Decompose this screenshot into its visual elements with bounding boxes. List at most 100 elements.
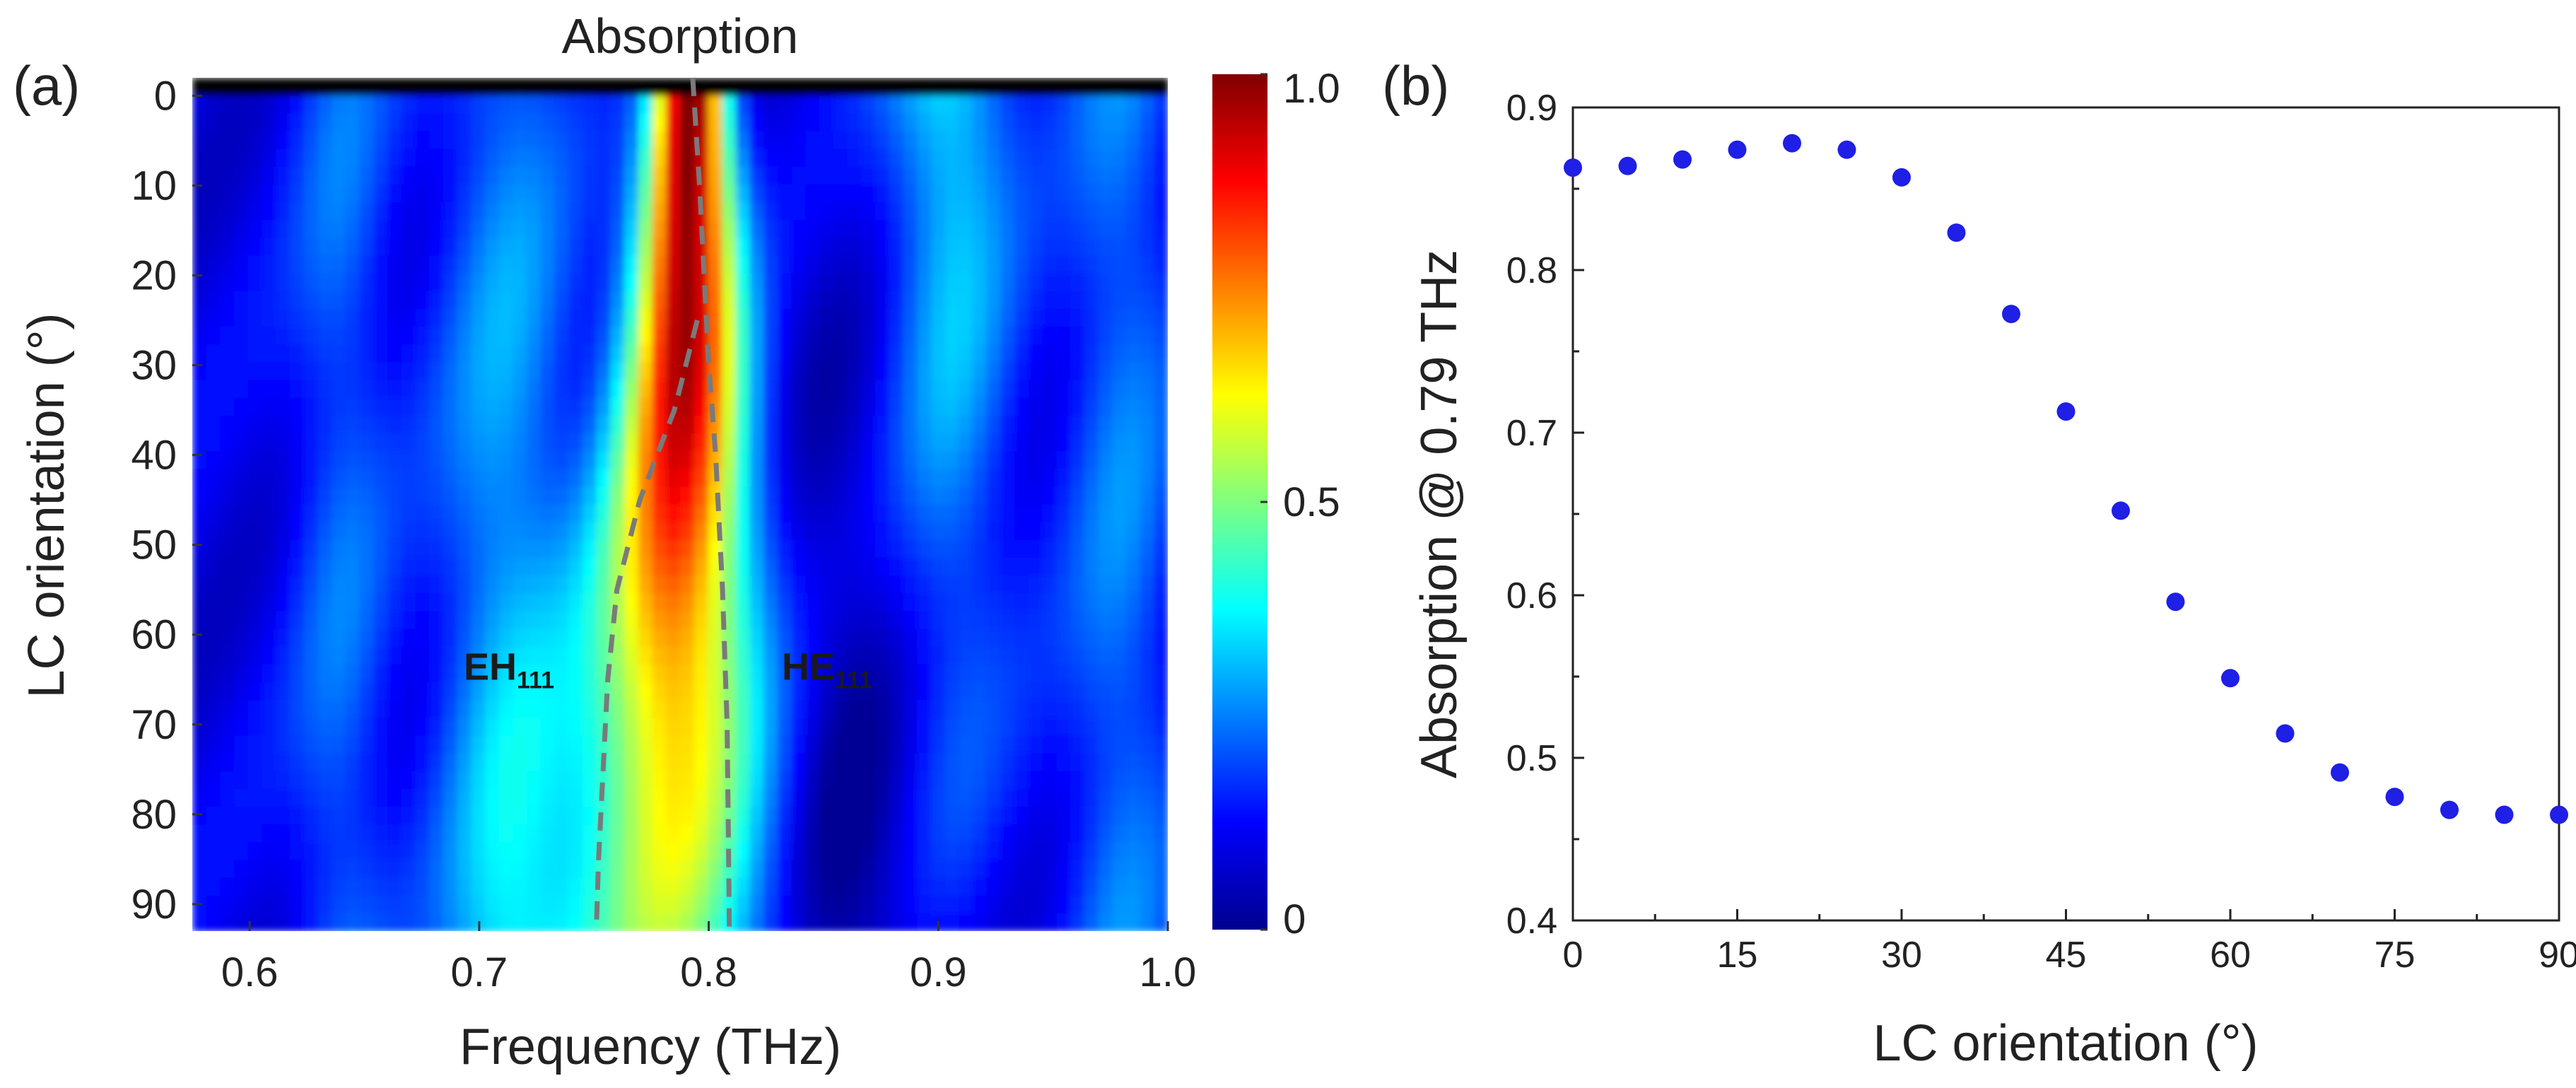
heatmap-cell [345, 255, 361, 274]
heatmap-cell [1028, 486, 1043, 505]
heatmap-cell [763, 860, 779, 879]
heatmap-cell [1070, 184, 1085, 204]
heatmap-cell [513, 824, 528, 843]
heatmap-cell [889, 753, 904, 772]
heatmap-cell [1028, 628, 1043, 648]
heatmap-cell [1154, 611, 1168, 630]
heatmap-cell [554, 860, 570, 879]
heatmap-cell [247, 166, 263, 185]
heatmap-cell [247, 842, 263, 861]
heatmap-cell [276, 628, 291, 648]
heatmap-cell [290, 78, 305, 97]
heatmap-cell [1014, 344, 1029, 363]
heatmap-cell [624, 682, 639, 701]
heatmap-cell [875, 469, 890, 488]
heatmap-cell [317, 771, 333, 790]
heatmap-cell [429, 131, 444, 150]
heatmap-cell [415, 148, 431, 168]
heatmap-cell [778, 539, 792, 559]
heatmap-cell [1112, 469, 1127, 488]
heatmap-cell [791, 824, 807, 843]
heatmap-cell [596, 397, 611, 416]
heatmap-cell [847, 557, 862, 577]
heatmap-cell [582, 842, 597, 861]
heatmap-cell [554, 913, 570, 931]
heatmap-cell [1014, 469, 1029, 488]
heatmap-cell [527, 860, 541, 879]
heatmap-cell [485, 860, 500, 879]
heatmap-cell [1042, 611, 1058, 630]
heatmap-cell [401, 700, 416, 719]
heatmap-cell [666, 539, 681, 559]
heatmap-cell [332, 593, 346, 612]
heatmap-cell [875, 148, 890, 168]
heatmap-cell [443, 682, 458, 701]
heatmap-cell [1028, 718, 1043, 737]
heatmap-cell [457, 593, 472, 612]
heatmap-cell [819, 539, 834, 559]
heatmap-cell [1084, 184, 1099, 204]
heatmap-cell [457, 238, 472, 257]
heatmap-cell [889, 451, 904, 470]
heatmap-cell [415, 238, 431, 257]
heatmap-cell [749, 255, 765, 274]
heatmap-cell [1154, 788, 1168, 808]
heatmap-cell [833, 202, 848, 221]
heatmap-cell [1125, 397, 1141, 416]
heatmap-cell [359, 682, 375, 701]
heatmap-cell [944, 78, 960, 97]
heatmap-cell [415, 735, 431, 754]
heatmap-cell [1000, 504, 1016, 523]
heatmap-cell [749, 433, 765, 452]
heatmap-cell [471, 131, 486, 150]
heatmap-cell [778, 611, 792, 630]
heatmap-cell [735, 433, 751, 452]
heatmap-cell [290, 895, 305, 914]
heatmap-cell [429, 148, 444, 168]
heatmap-cell [415, 718, 431, 737]
heatmap-cell [624, 255, 639, 274]
heatmap-cell [415, 291, 431, 310]
heatmap-cell [220, 433, 235, 452]
heatmap-cell [290, 646, 305, 665]
data-point [2002, 305, 2020, 324]
heatmap-cell [666, 308, 681, 328]
heatmap-cell [527, 628, 541, 648]
heatmap-cell [1084, 682, 1099, 701]
heatmap-cell [457, 113, 472, 132]
heatmap-cell [429, 807, 444, 826]
heatmap-cell [973, 255, 988, 274]
heatmap-cell [638, 646, 653, 665]
heatmap-cell [206, 220, 221, 239]
heatmap-cell [652, 664, 667, 684]
heatmap-cell [359, 131, 375, 150]
heatmap-cell [471, 451, 486, 470]
heatmap-cell [471, 735, 486, 754]
heatmap-cell [819, 362, 834, 381]
heatmap-cell [303, 327, 319, 346]
heatmap-cell [749, 78, 765, 97]
heatmap-cell [429, 397, 444, 416]
heatmap-cell [513, 469, 528, 488]
data-point [2276, 724, 2295, 743]
heatmap-cell [485, 273, 500, 292]
heatmap-cell [861, 469, 877, 488]
heatmap-cell [457, 131, 472, 150]
heatmap-cell [638, 220, 653, 239]
heatmap-cell [1070, 415, 1085, 435]
heatmap-cell [1056, 522, 1072, 541]
heatmap-cell [652, 593, 667, 612]
heatmap-cell [693, 842, 709, 861]
heatmap-cell [247, 362, 263, 381]
heatmap-cell [1084, 735, 1099, 754]
heatmap-cell [206, 451, 221, 470]
heatmap-cell [638, 95, 653, 115]
heatmap-cell [373, 522, 389, 541]
heatmap-cell [805, 735, 821, 754]
heatmap-cell [875, 78, 890, 97]
heatmap-cell [847, 291, 862, 310]
heatmap-cell [973, 362, 988, 381]
heatmap-cell [1028, 308, 1043, 328]
heatmap-cell [903, 273, 918, 292]
heatmap-cell [666, 504, 681, 523]
